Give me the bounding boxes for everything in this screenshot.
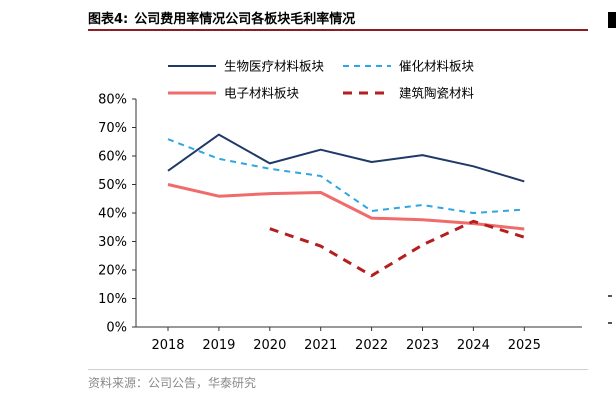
x-tick-label: 2018 [151, 338, 184, 353]
y-tick-label: 20% [98, 264, 127, 279]
figure-title-text: 公司费用率情况公司各板块毛利率情况 [134, 12, 356, 27]
x-tick-label: 2019 [202, 338, 235, 353]
adjacent-figure-fragment [608, 295, 612, 297]
y-tick-label: 50% [98, 178, 127, 193]
x-tick-label: 2025 [508, 338, 541, 353]
series-line-1 [167, 133, 525, 183]
y-tick-label: 40% [98, 207, 127, 222]
source-rule [88, 369, 588, 370]
adjacent-figure-fragment [608, 322, 612, 324]
x-tick-label: 2021 [304, 338, 337, 353]
source-note: 资料来源：公司公告，华泰研究 [88, 376, 257, 390]
x-tick-label: 2022 [355, 338, 388, 353]
series-line-4 [269, 219, 525, 278]
title-rule [88, 29, 588, 31]
series-line-3 [167, 183, 525, 231]
x-tick-label: 2024 [457, 338, 490, 353]
figure-label: 图表4: [88, 12, 129, 27]
y-tick-label: 10% [98, 292, 127, 307]
x-tick-label: 2020 [253, 338, 286, 353]
y-tick-label: 30% [98, 235, 127, 250]
legend-label-2: 催化材料板块 [399, 59, 475, 74]
x-tick-label: 2023 [406, 338, 439, 353]
legend-label-3: 电子材料板块 [224, 86, 300, 101]
series-line-2 [167, 138, 525, 214]
y-tick-label: 80% [98, 93, 127, 108]
adjacent-figure-fragment [608, 12, 616, 28]
figure-title: 图表4: 公司费用率情况公司各板块毛利率情况 [88, 8, 355, 27]
legend-label-4: 建筑陶瓷材料 [399, 86, 475, 101]
y-tick-label: 0% [106, 321, 127, 336]
y-tick-label: 70% [98, 121, 127, 136]
legend-label-1: 生物医疗材料板块 [224, 59, 325, 74]
y-tick-label: 60% [98, 150, 127, 165]
